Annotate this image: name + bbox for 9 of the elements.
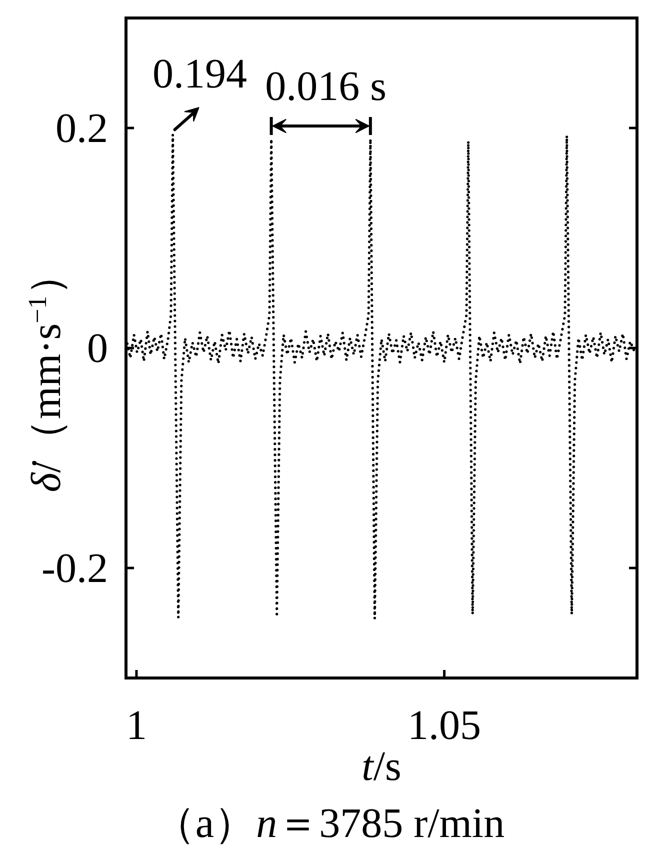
x-tick-label: 1.05 bbox=[408, 703, 482, 749]
data-label: 0.194 bbox=[152, 52, 248, 98]
x-axis-title: t/s bbox=[362, 744, 402, 790]
y-tick-label: 0 bbox=[87, 326, 108, 372]
text: （a）n＝3785 r/min bbox=[153, 801, 505, 847]
y-tick-label: -0.2 bbox=[42, 546, 108, 592]
x-tick-label: 1 bbox=[126, 703, 147, 749]
annotation: 0.016 s bbox=[265, 64, 387, 110]
y-tick-label: 0.2 bbox=[56, 106, 108, 152]
